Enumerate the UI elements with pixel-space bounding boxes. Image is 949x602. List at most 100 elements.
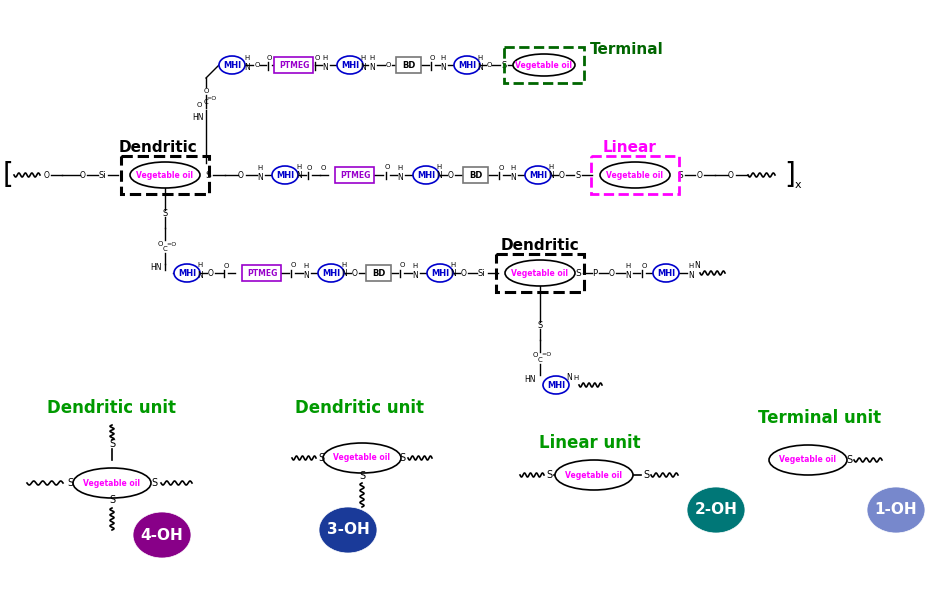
Text: 2-OH: 2-OH [695, 503, 737, 518]
Text: N: N [694, 261, 699, 270]
Text: Vegetable oil: Vegetable oil [137, 170, 194, 179]
Text: S: S [575, 170, 581, 179]
Text: O: O [158, 241, 162, 247]
Text: H: H [296, 164, 302, 170]
Text: MHI: MHI [223, 60, 241, 69]
Ellipse shape [318, 264, 344, 282]
Text: PTMEG: PTMEG [279, 60, 309, 69]
Text: P: P [592, 268, 598, 278]
Ellipse shape [73, 468, 151, 498]
Text: O: O [80, 170, 86, 179]
Ellipse shape [513, 54, 575, 76]
Text: O: O [307, 165, 311, 171]
Text: N: N [341, 270, 347, 279]
Text: H: H [688, 263, 694, 269]
Text: BD: BD [470, 170, 483, 179]
Text: MHI: MHI [529, 170, 547, 179]
Ellipse shape [319, 507, 377, 553]
Text: O: O [429, 55, 435, 61]
Text: O: O [448, 170, 454, 179]
Text: MHI: MHI [417, 170, 435, 179]
Text: N: N [688, 270, 694, 279]
Text: N: N [511, 173, 516, 181]
FancyBboxPatch shape [274, 57, 313, 73]
Text: O: O [532, 352, 538, 358]
Text: =O: =O [166, 241, 177, 246]
Text: Vegetable oil: Vegetable oil [566, 471, 623, 480]
Text: H: H [573, 375, 579, 381]
Text: MHI: MHI [458, 60, 476, 69]
Text: H: H [511, 165, 515, 171]
Text: H: H [197, 262, 203, 268]
Text: BD: BD [372, 268, 385, 278]
Ellipse shape [687, 487, 745, 533]
Text: HN: HN [193, 114, 204, 122]
Text: Dendritic: Dendritic [501, 238, 580, 252]
Text: Vegetable oil: Vegetable oil [512, 268, 568, 278]
Text: Linear: Linear [603, 140, 657, 155]
Text: O: O [44, 170, 50, 179]
Text: H: H [361, 55, 365, 61]
Text: H: H [257, 165, 263, 171]
Text: HN: HN [150, 264, 161, 273]
Text: H: H [413, 263, 418, 269]
Text: N: N [477, 63, 483, 72]
Text: S: S [399, 453, 405, 463]
Text: S: S [318, 453, 324, 463]
Text: N: N [549, 172, 554, 181]
Text: S: S [575, 268, 581, 278]
Ellipse shape [130, 162, 200, 188]
Text: H: H [245, 55, 250, 61]
Text: Dendritic unit: Dendritic unit [47, 399, 177, 417]
Text: O: O [223, 263, 229, 269]
Text: 3-OH: 3-OH [326, 523, 369, 538]
Text: S: S [151, 478, 158, 488]
FancyBboxPatch shape [366, 265, 392, 281]
Text: H: H [369, 55, 375, 61]
Ellipse shape [555, 460, 633, 490]
Ellipse shape [505, 260, 575, 286]
Text: O: O [609, 268, 615, 278]
Text: PTMEG: PTMEG [247, 268, 277, 278]
Text: O: O [314, 55, 320, 61]
Text: Si: Si [98, 170, 105, 179]
Text: H: H [342, 262, 346, 268]
Text: H: H [549, 164, 553, 170]
Text: x: x [794, 180, 801, 190]
Text: S: S [109, 495, 115, 505]
Text: O: O [208, 268, 214, 278]
Text: S: S [537, 320, 543, 329]
Text: O: O [728, 170, 734, 179]
Text: S: S [109, 439, 115, 449]
Text: [: [ [3, 161, 13, 189]
FancyBboxPatch shape [336, 167, 375, 183]
Text: S: S [846, 455, 852, 465]
Text: H: H [398, 165, 402, 171]
Ellipse shape [543, 376, 569, 394]
Text: N: N [322, 63, 327, 72]
Text: S: S [67, 478, 73, 488]
Text: O: O [352, 268, 358, 278]
Text: C: C [538, 357, 543, 363]
Text: N: N [440, 63, 446, 72]
Text: Vegetable oil: Vegetable oil [333, 453, 390, 462]
Ellipse shape [272, 166, 298, 184]
Text: O: O [642, 263, 646, 269]
Ellipse shape [174, 264, 200, 282]
Text: Dendritic unit: Dendritic unit [295, 399, 424, 417]
Ellipse shape [867, 487, 925, 533]
FancyBboxPatch shape [397, 57, 421, 73]
Text: H: H [451, 262, 456, 268]
Text: O: O [498, 165, 504, 171]
Text: N: N [197, 270, 203, 279]
Ellipse shape [653, 264, 679, 282]
Text: O: O [321, 165, 326, 171]
Text: H: H [440, 55, 446, 61]
Text: S: S [162, 208, 168, 217]
Text: HN: HN [524, 374, 536, 383]
Text: S: S [678, 170, 683, 179]
Text: H: H [304, 263, 308, 269]
Text: N: N [397, 173, 403, 181]
Text: S: S [642, 470, 649, 480]
Text: Vegetable oil: Vegetable oil [779, 456, 836, 465]
